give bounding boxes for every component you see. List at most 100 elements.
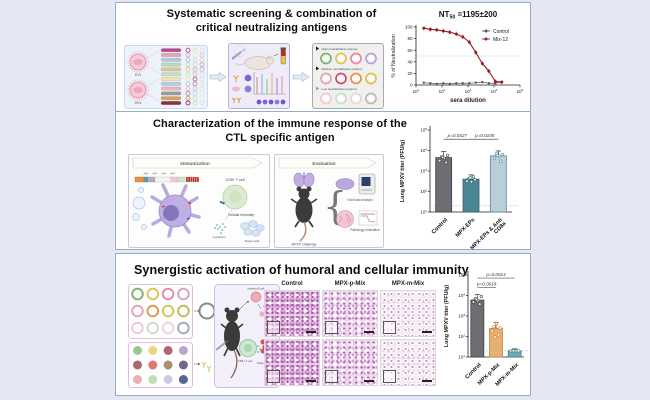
mouse-serum-diagram bbox=[231, 45, 286, 105]
plasmid-ring bbox=[146, 304, 160, 318]
histology-grid bbox=[264, 290, 440, 386]
svg-text:101: 101 bbox=[413, 88, 420, 94]
svg-text:p=0.0105: p=0.0105 bbox=[474, 133, 495, 138]
svg-text:Mix-12: Mix-12 bbox=[493, 37, 508, 43]
evaluation-banner: Evaluation bbox=[278, 157, 377, 169]
svg-text:Lung MPXV titer (PFU/g): Lung MPXV titer (PFU/g) bbox=[400, 140, 406, 202]
blood-tube-icon bbox=[280, 47, 286, 65]
svg-text:% of Neutralization: % of Neutralization bbox=[391, 34, 397, 78]
vaccine-dose-icon bbox=[234, 45, 246, 57]
perforin-dots-icon bbox=[257, 345, 261, 353]
protein-dot bbox=[178, 346, 188, 355]
panel-screening: Systematic screening & combination of cr… bbox=[115, 2, 531, 112]
serum-well-ring bbox=[320, 52, 332, 65]
svg-text:105: 105 bbox=[458, 272, 465, 278]
histology-headers: Control MPX-p-Mix MPX-m-Mix bbox=[264, 280, 440, 289]
analyzer-machine-icon bbox=[358, 173, 376, 195]
evaluation-diagram: Evaluation MPXV challenge bbox=[278, 157, 380, 247]
svg-text:101: 101 bbox=[458, 354, 465, 360]
protein-dot bbox=[163, 346, 173, 355]
svg-text:60: 60 bbox=[407, 48, 413, 53]
serum-well-ring bbox=[335, 92, 347, 105]
histology-image bbox=[264, 290, 320, 337]
histology-image bbox=[322, 339, 378, 386]
svg-text:High neutralization potency: High neutralization potency bbox=[322, 47, 359, 51]
svg-text:plasma B cell: plasma B cell bbox=[248, 287, 265, 291]
magnified-inset bbox=[267, 321, 280, 334]
well-dot-icon bbox=[244, 85, 252, 93]
panel-synergy-title: Synergistic activation of humoral and ce… bbox=[134, 263, 469, 277]
protein-dot bbox=[148, 346, 158, 355]
histology-panel: Control MPX-p-Mix MPX-m-Mix bbox=[264, 280, 440, 386]
plasmid-ring bbox=[146, 287, 160, 301]
svg-text:104: 104 bbox=[491, 88, 498, 94]
virus-antigen-diagram: EVs MVs bbox=[127, 47, 205, 106]
svg-text:Control: Control bbox=[431, 217, 450, 236]
challenge-label: MPXV challenge bbox=[291, 243, 316, 247]
svg-text:p=0.0014: p=0.0014 bbox=[485, 272, 506, 277]
scale-bar bbox=[306, 380, 316, 382]
row-marker-icon bbox=[316, 66, 320, 71]
svg-text:Medium neutralization potency: Medium neutralization potency bbox=[322, 67, 363, 71]
svg-text:NT50 =1195±200: NT50 =1195±200 bbox=[439, 10, 498, 21]
title-line-1: Characterization of the immune response … bbox=[153, 118, 407, 130]
protein-dot bbox=[133, 346, 142, 355]
antigen-bar bbox=[160, 96, 182, 101]
antigen-bar bbox=[160, 77, 182, 81]
mouse-icon bbox=[235, 55, 274, 70]
cellular-immunity-label: Cellular immunity bbox=[228, 213, 254, 217]
protein-dot bbox=[163, 360, 173, 370]
svg-text:100: 100 bbox=[405, 25, 413, 30]
svg-text:Lung MPXV titer (PFU/g): Lung MPXV titer (PFU/g) bbox=[444, 285, 450, 347]
serum-well-ring bbox=[350, 72, 362, 85]
svg-text:AAY: AAY bbox=[144, 172, 149, 176]
plasmid-ring bbox=[131, 287, 144, 301]
svg-text:20: 20 bbox=[407, 71, 413, 76]
immunized-mouse-icon bbox=[220, 307, 244, 379]
cytokines-label: Cytokines bbox=[212, 235, 226, 239]
target-cells-icon bbox=[240, 220, 265, 237]
target-cells-label: Target cells bbox=[244, 239, 260, 243]
svg-text:102: 102 bbox=[458, 333, 465, 339]
viral-load-label: Viral load analysis bbox=[347, 198, 373, 202]
protein-dot bbox=[178, 360, 188, 370]
svg-text:40: 40 bbox=[407, 59, 413, 64]
svg-text:102: 102 bbox=[420, 188, 427, 194]
antibody-mix-icon bbox=[201, 361, 212, 372]
row-marker-icon bbox=[316, 46, 320, 51]
panel-ctl-title: Characterization of the immune response … bbox=[130, 118, 430, 146]
svg-text:103: 103 bbox=[420, 168, 427, 174]
antigen-bar bbox=[160, 58, 182, 62]
row-marker-icon bbox=[316, 86, 320, 91]
antigen-bar bbox=[160, 62, 182, 67]
serum-well-ring bbox=[335, 72, 347, 85]
cd8-tcell-icon bbox=[219, 184, 248, 210]
cytokine-dots-icon bbox=[214, 223, 226, 234]
antibody-pair-icon bbox=[231, 97, 242, 103]
magnified-inset bbox=[325, 321, 338, 334]
panel-ctl: Characterization of the immune response … bbox=[115, 111, 531, 251]
serum-well-ring bbox=[365, 72, 377, 85]
serum-well-ring bbox=[365, 92, 377, 105]
lungs-icon bbox=[293, 172, 315, 188]
antigen-blob-icon bbox=[232, 86, 240, 92]
virus-antigen-box: EVs MVs bbox=[124, 45, 208, 109]
antigen-bar bbox=[160, 48, 182, 53]
plasmid-ring bbox=[161, 304, 175, 318]
svg-text:104: 104 bbox=[458, 292, 465, 298]
svg-text:Immunization: Immunization bbox=[180, 161, 210, 166]
svg-text:MVs: MVs bbox=[135, 101, 142, 105]
plasma-bcell-icon bbox=[250, 291, 262, 303]
histology-image bbox=[322, 290, 378, 337]
dendritic-cell-icon bbox=[150, 183, 201, 238]
protein-panel-box bbox=[128, 342, 193, 388]
magnified-inset bbox=[383, 321, 396, 334]
protein-dot bbox=[163, 375, 173, 384]
challenge-mouse-icon bbox=[290, 186, 318, 242]
cd8-tcell-icon bbox=[239, 339, 257, 357]
bar bbox=[462, 178, 480, 213]
histology-header: MPX-m-Mix bbox=[391, 281, 425, 287]
title-line-2: critical neutralizing antigens bbox=[195, 21, 348, 34]
potency-ranking-diagram: High neutralization potency Medium neutr… bbox=[316, 46, 377, 105]
bar bbox=[470, 299, 485, 358]
